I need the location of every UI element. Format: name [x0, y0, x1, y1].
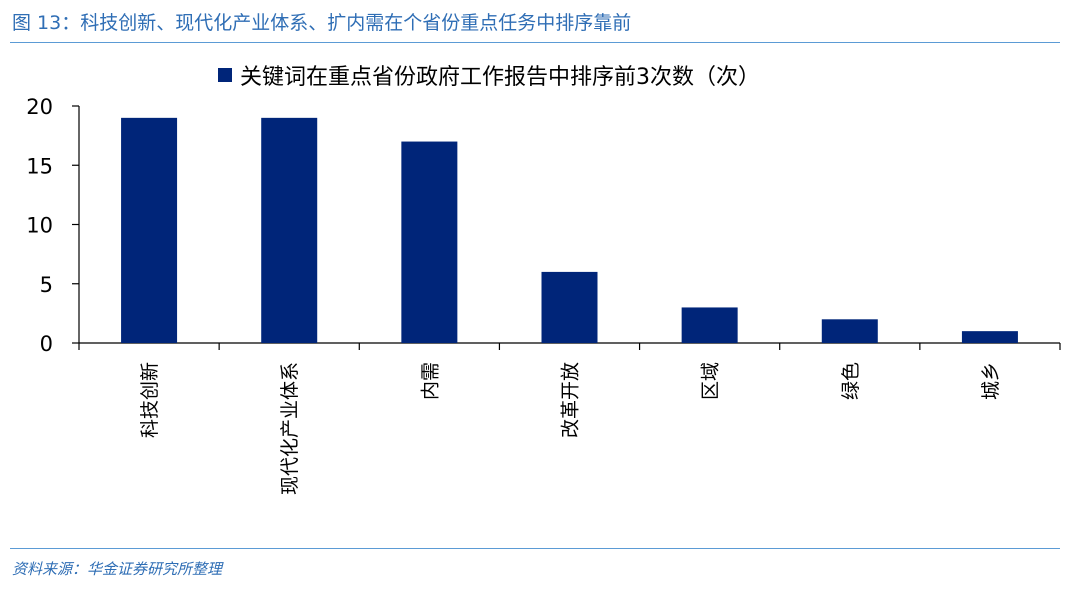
- category-label: 科技创新: [139, 362, 161, 438]
- bar: [681, 307, 738, 343]
- bar: [261, 117, 318, 343]
- category-label: 城乡: [980, 362, 1002, 400]
- chart-labels: 0 5 10 15 20 科技创新 现代化产业体系 内需 改革开放 区域 绿色 城乡: [26, 95, 1002, 495]
- y-tick-label: 0: [40, 332, 53, 356]
- chart-bars: [121, 117, 1018, 343]
- bar: [821, 319, 878, 343]
- figure-title: 图 13：科技创新、现代化产业体系、扩内需在个省份重点任务中排序靠前: [12, 12, 632, 34]
- y-tick-label: 15: [26, 154, 53, 178]
- title-divider: [10, 42, 1060, 43]
- legend-label: 关键词在重点省份政府工作报告中排序前3次数（次）: [240, 65, 760, 90]
- category-label: 改革开放: [560, 362, 582, 438]
- category-label: 绿色: [840, 362, 862, 400]
- legend-swatch: [218, 68, 232, 82]
- source-note: 资料来源：华金证券研究所整理: [12, 560, 223, 578]
- category-label: 区域: [700, 362, 722, 400]
- category-label: 内需: [419, 362, 441, 400]
- y-tick-label: 20: [26, 95, 53, 119]
- y-tick-label: 5: [40, 273, 53, 297]
- bar-chart: 关键词在重点省份政府工作报告中排序前3次数（次） 0 5 10 15 20 科技创新 现代化…: [26, 65, 1061, 495]
- bar: [541, 271, 598, 343]
- bar: [121, 117, 178, 343]
- bar: [401, 141, 458, 343]
- source-divider: [10, 548, 1060, 549]
- bar: [961, 331, 1018, 343]
- category-label: 现代化产业体系: [279, 362, 301, 495]
- y-tick-label: 10: [26, 214, 53, 238]
